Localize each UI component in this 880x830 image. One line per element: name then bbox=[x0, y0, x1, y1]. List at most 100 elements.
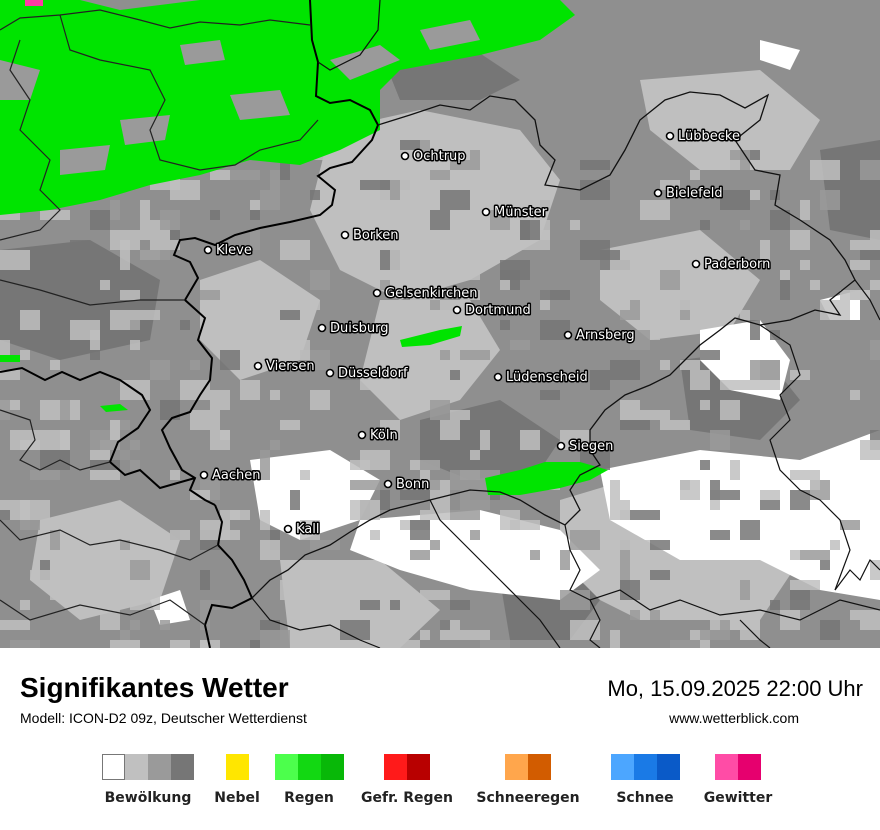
city-marker[interactable]: Köln bbox=[357, 427, 399, 445]
city-label: Lübbecke bbox=[678, 129, 740, 144]
cloud-cell bbox=[750, 190, 760, 200]
legend-label: Schneeregen bbox=[476, 790, 580, 806]
cloud-cell bbox=[30, 570, 60, 580]
cloud-cell bbox=[760, 490, 780, 500]
cloud-cell bbox=[290, 490, 300, 510]
cloud-cell bbox=[220, 430, 230, 440]
legend-swatch bbox=[297, 754, 321, 780]
cloud-light bbox=[640, 70, 820, 170]
cloud-cell bbox=[120, 290, 140, 300]
legend-label: Schnee bbox=[616, 790, 674, 806]
city-marker[interactable]: Duisburg bbox=[317, 320, 390, 338]
cloud-cell bbox=[70, 400, 80, 420]
city-marker[interactable]: Kall bbox=[283, 521, 321, 539]
city-marker[interactable]: Kleve bbox=[203, 242, 253, 260]
city-label: Gelsenkirchen bbox=[385, 286, 478, 301]
city-dot bbox=[253, 361, 263, 371]
rain-gap bbox=[330, 45, 400, 80]
cloud-cell bbox=[420, 460, 440, 470]
city-dot bbox=[400, 151, 410, 161]
cloud-cell bbox=[430, 280, 440, 300]
cloud-cell bbox=[200, 570, 210, 590]
border-east-bulge bbox=[759, 324, 851, 591]
city-marker[interactable]: Bonn bbox=[383, 476, 431, 494]
cloud-cell bbox=[340, 620, 370, 640]
cloud-cell bbox=[630, 510, 660, 520]
city-dot bbox=[372, 288, 382, 298]
map-subtitle: Modell: ICON-D2 09z, Deutscher Wetterdie… bbox=[20, 710, 307, 726]
cloud-cell bbox=[310, 270, 330, 290]
cloud-cell bbox=[800, 200, 810, 220]
cloud-cell bbox=[440, 350, 450, 360]
cloud-cell bbox=[390, 190, 400, 200]
cloud-cell bbox=[820, 300, 850, 320]
cloud-cell bbox=[700, 630, 730, 640]
cloud-cell bbox=[400, 600, 410, 620]
cloud-cell bbox=[700, 220, 710, 230]
cloud-cell bbox=[0, 400, 10, 420]
cloud-cell bbox=[20, 600, 30, 610]
city-dot bbox=[691, 259, 701, 269]
cloud-cell bbox=[680, 360, 700, 370]
cloud-cell bbox=[770, 190, 780, 200]
cloud-cell bbox=[270, 440, 280, 450]
city-marker[interactable]: Borken bbox=[340, 227, 400, 245]
city-marker[interactable]: Paderborn bbox=[691, 256, 772, 274]
cloud-cell bbox=[100, 610, 120, 630]
city-marker[interactable]: Siegen bbox=[556, 438, 615, 456]
cloud-cell bbox=[410, 520, 430, 540]
city-marker[interactable]: Ochtrup bbox=[400, 148, 467, 166]
cloud-cell bbox=[850, 390, 860, 400]
city-marker[interactable]: Düsseldorf bbox=[325, 365, 409, 383]
cloud-cell bbox=[610, 480, 620, 500]
cloud-layer bbox=[0, 40, 880, 648]
city-dot bbox=[556, 441, 566, 451]
city-dot bbox=[317, 323, 327, 333]
cloud-cell bbox=[460, 290, 480, 300]
city-marker[interactable]: Dortmund bbox=[452, 302, 532, 320]
city-marker[interactable]: Lübbecke bbox=[665, 128, 741, 146]
cloud-cell bbox=[200, 640, 210, 648]
city-marker[interactable]: Lüdenscheid bbox=[493, 369, 589, 387]
city-marker[interactable]: Viersen bbox=[253, 358, 316, 376]
cloud-cell bbox=[790, 230, 810, 250]
city-marker[interactable]: Aachen bbox=[199, 467, 262, 485]
cloud-cell bbox=[260, 540, 280, 560]
cloud-cell bbox=[570, 530, 600, 550]
cloud-cell bbox=[390, 600, 400, 610]
cloud-cell bbox=[120, 580, 140, 590]
city-marker[interactable]: Gelsenkirchen bbox=[372, 285, 479, 303]
cloud-cell bbox=[320, 580, 340, 590]
website-link[interactable]: www.wetterblick.com bbox=[669, 710, 799, 726]
city-marker[interactable]: Bielefeld bbox=[653, 185, 724, 203]
legend-label: Regen bbox=[284, 790, 334, 806]
cloud-cell bbox=[50, 360, 60, 370]
legend-swatch bbox=[384, 754, 407, 780]
cloud-cell bbox=[390, 250, 420, 270]
city-label: Borken bbox=[353, 228, 399, 243]
legend-swatch bbox=[610, 754, 634, 780]
cloud-cell bbox=[150, 240, 180, 250]
cloud-cell bbox=[780, 270, 790, 280]
cloud-cell bbox=[610, 260, 630, 270]
cloud-cell bbox=[750, 320, 760, 340]
cloud-cell bbox=[280, 420, 300, 430]
rain-area bbox=[400, 326, 462, 347]
city-marker[interactable]: Münster bbox=[481, 204, 549, 222]
map-title: Signifikantes Wetter bbox=[20, 672, 289, 703]
cloud-cell bbox=[180, 320, 190, 330]
cloud-cell bbox=[100, 300, 120, 310]
cloud-cell bbox=[700, 350, 720, 360]
cloud-cell bbox=[310, 300, 320, 310]
weather-map[interactable]: Ochtrup Lübbecke Bielefeld Münster Borken Kle… bbox=[0, 0, 880, 648]
cloud-cell bbox=[170, 530, 190, 540]
cloud-cell bbox=[190, 410, 220, 430]
city-label: Siegen bbox=[569, 439, 613, 454]
border-nrw bbox=[251, 91, 856, 599]
city-marker[interactable]: Arnsberg bbox=[563, 327, 636, 345]
cloud-cell bbox=[60, 400, 70, 420]
cloud-cell bbox=[120, 540, 130, 550]
city-label: Kleve bbox=[216, 243, 252, 258]
city-label: Viersen bbox=[266, 359, 315, 374]
cloud-cell bbox=[520, 430, 540, 450]
